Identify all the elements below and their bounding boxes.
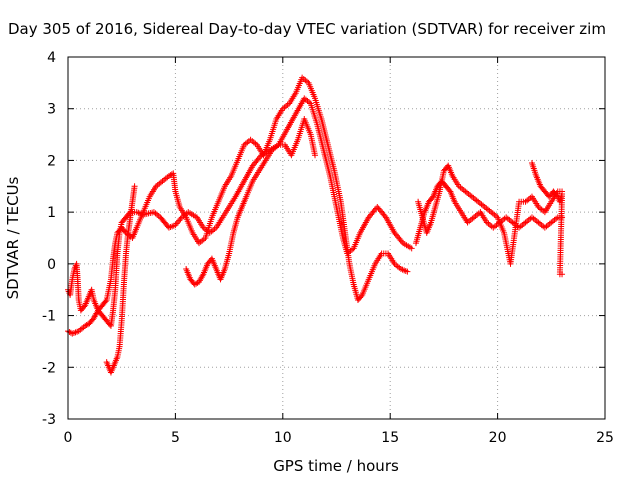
y-tick-label: 2 xyxy=(47,153,56,169)
plot-frame xyxy=(67,56,606,420)
data-point xyxy=(553,192,560,199)
x-axis-label: GPS time / hours xyxy=(273,457,399,475)
x-tick-label: 0 xyxy=(64,430,73,446)
y-tick-label: 1 xyxy=(47,205,56,221)
data-point xyxy=(131,183,138,190)
data-point xyxy=(81,303,88,310)
data-point xyxy=(398,238,405,245)
x-tick-label: 15 xyxy=(381,430,399,446)
chart-grid xyxy=(68,57,605,419)
y-axis-ticks: -3 -2 -1 0 1 2 3 4 xyxy=(42,50,605,428)
data-point xyxy=(312,152,319,159)
data-point xyxy=(102,298,109,305)
data-point xyxy=(404,268,411,275)
chart-points xyxy=(65,74,566,376)
x-tick-label: 10 xyxy=(274,430,292,446)
x-tick-label: 20 xyxy=(489,430,507,446)
y-tick-label: -3 xyxy=(42,412,56,428)
data-point xyxy=(257,153,264,160)
chart-title: Day 305 of 2016, Sidereal Day-to-day VTE… xyxy=(8,20,606,38)
y-tick-label: -2 xyxy=(42,360,56,376)
y-tick-label: 3 xyxy=(47,102,56,118)
data-point xyxy=(559,271,566,278)
y-axis-label: SDTVAR / TECUs xyxy=(4,176,22,299)
data-point xyxy=(358,293,365,300)
data-point xyxy=(408,245,415,252)
data-point xyxy=(121,228,128,235)
data-point xyxy=(429,194,436,201)
x-tick-label: 25 xyxy=(596,430,614,446)
x-axis-ticks: 0 5 10 15 20 25 xyxy=(64,57,614,446)
y-tick-label: 4 xyxy=(47,50,56,66)
data-point xyxy=(381,212,388,219)
y-tick-label: -1 xyxy=(42,309,56,325)
y-tick-label: 0 xyxy=(47,257,56,273)
x-tick-label: 5 xyxy=(171,430,180,446)
data-point xyxy=(446,187,453,194)
